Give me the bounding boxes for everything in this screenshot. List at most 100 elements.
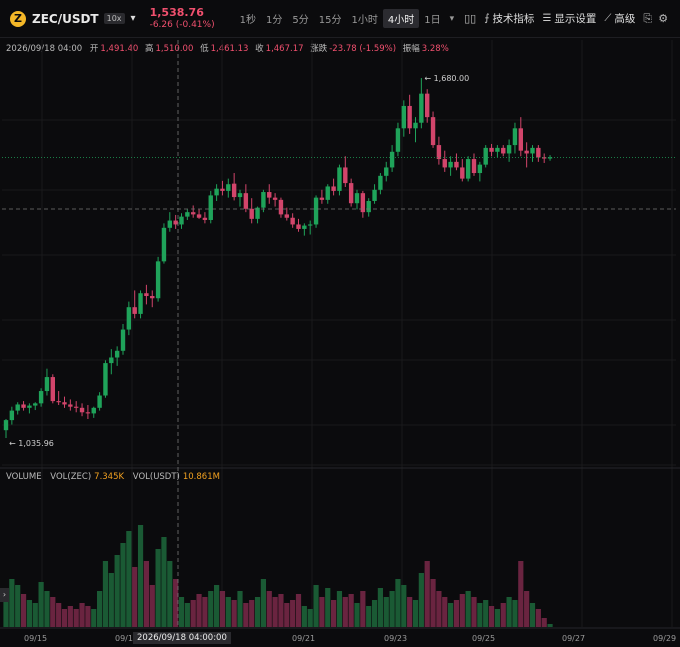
interval-1[interactable]: 1分 [265, 15, 283, 26]
candle-body [249, 208, 254, 219]
volume-bar [284, 603, 290, 627]
candle-body [407, 105, 412, 129]
advanced-chart-icon: ⟋ [604, 13, 612, 24]
open-value: 1,491.40 [100, 44, 139, 54]
interval-3[interactable]: 15分 [318, 15, 342, 26]
candle-body [202, 217, 208, 220]
candle-body [296, 224, 301, 229]
candle-body [167, 220, 172, 228]
close-value: 1,467.17 [265, 44, 304, 54]
symbol-name[interactable]: ZEC/USDT [32, 11, 99, 26]
collapse-arrow-icon[interactable]: › [0, 588, 9, 602]
volume-bar [366, 606, 372, 627]
volume-bar [412, 600, 419, 627]
candle-body [331, 186, 336, 191]
candle-body [91, 407, 96, 414]
volume-bar [401, 585, 407, 627]
candle-body [33, 403, 38, 406]
candle-body [302, 225, 307, 229]
interval-0[interactable]: 1秒 [239, 15, 256, 26]
candle-body [495, 147, 500, 152]
last-price: 1,538.76 [149, 5, 204, 19]
interval-2[interactable]: 5分 [292, 15, 309, 26]
volume-bar [389, 591, 395, 627]
volume-bar [371, 600, 378, 627]
volume-bar [512, 600, 518, 627]
x-tick-label: 09/21 [292, 634, 315, 643]
chevron-down-icon[interactable]: ▾ [130, 13, 136, 24]
x-tick-label: 09/29 [653, 634, 676, 643]
volume-bar [453, 600, 460, 627]
candle-body [114, 350, 120, 358]
interval-4[interactable]: 1小时 [351, 15, 378, 26]
candle-body [185, 212, 190, 217]
display-settings-button[interactable]: ☰ 显示设置 [542, 11, 596, 26]
volume-bar [184, 603, 190, 627]
display-settings-icon: ☰ [542, 13, 552, 24]
volume-bar [488, 606, 495, 627]
volume-bar [541, 618, 547, 627]
volume-bar [243, 603, 249, 627]
candle-body [150, 296, 155, 299]
volume-bar [196, 594, 202, 627]
volume-bar [377, 588, 383, 627]
volume-bar [79, 603, 85, 627]
candle-body [237, 193, 243, 198]
amplitude-value: 3.28% [421, 44, 449, 54]
candle-body [68, 404, 73, 407]
gear-icon[interactable]: ⚙ [658, 12, 669, 25]
candle-body [460, 167, 465, 179]
volume-bar [126, 531, 132, 627]
candle-body [524, 150, 529, 154]
volume-bar [254, 597, 261, 627]
volume-bar [143, 561, 149, 627]
advanced-button[interactable]: ⟋ 高级 [604, 11, 635, 26]
volume-bar [430, 579, 436, 627]
interval-more-chevron-icon[interactable]: ▾ [449, 13, 455, 24]
candle-body [343, 167, 348, 184]
volume-bar [301, 606, 307, 627]
candle-type-icon[interactable]: ▯▯ [464, 12, 477, 25]
candle-body [3, 420, 9, 431]
candle-body [501, 147, 506, 154]
volume-bar [313, 585, 319, 627]
volume-bar [73, 609, 79, 627]
volume-bar [465, 591, 471, 627]
interval-5[interactable]: 4小时 [382, 9, 420, 28]
volume-bar [50, 597, 56, 627]
volume-bar [161, 537, 167, 627]
volume-bar [91, 609, 97, 627]
volume-bar [85, 606, 91, 627]
volume-bar [20, 594, 27, 627]
min-price-label: ← 1,035.96 [9, 439, 54, 448]
indicators-button[interactable]: ⨍ 技术指标 [484, 11, 534, 26]
candle-body [290, 217, 295, 225]
candle-body [62, 402, 67, 405]
candle-body [395, 128, 401, 152]
volume-bar [325, 588, 331, 627]
amplitude-label: 振幅 [402, 44, 420, 54]
volume-bar [448, 603, 454, 627]
volume-bar [190, 600, 196, 627]
volume-bar [137, 525, 144, 627]
interval-6[interactable]: 1日 [424, 15, 441, 26]
candle-body [366, 200, 371, 213]
candle-body [389, 151, 395, 168]
candle-body [430, 117, 436, 146]
candle-body [21, 404, 26, 408]
x-tick-label: 09/23 [384, 634, 407, 643]
candle-body [284, 214, 289, 218]
indicators-label: 技术指标 [492, 13, 535, 25]
candle-body [413, 122, 418, 129]
candle-body [465, 159, 471, 179]
snapshot-icon[interactable]: ⎘ [643, 11, 653, 25]
candle-body [419, 93, 424, 123]
volume-bar [214, 585, 220, 627]
volume-bar [518, 561, 524, 627]
volume-bar [436, 591, 442, 627]
volume-bar [483, 600, 489, 627]
volume-bar [108, 573, 114, 627]
candle-body [126, 307, 132, 330]
candle-body [547, 157, 553, 159]
